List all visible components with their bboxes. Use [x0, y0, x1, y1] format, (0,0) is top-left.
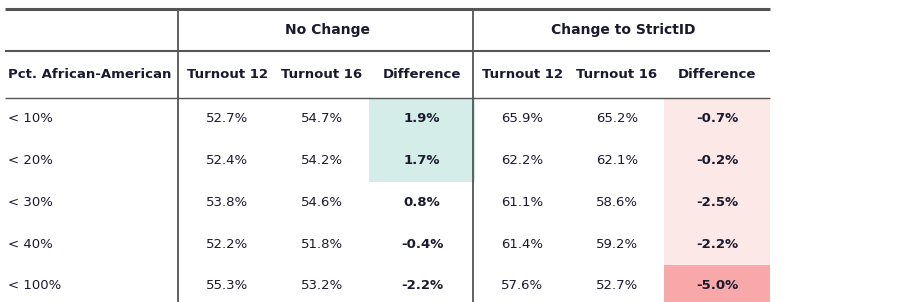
Bar	[664, 140, 770, 182]
Text: < 40%: < 40%	[8, 237, 53, 251]
Text: 61.4%: 61.4%	[501, 237, 544, 251]
Text: 53.2%: 53.2%	[301, 279, 343, 292]
Text: 62.2%: 62.2%	[501, 154, 544, 167]
Text: < 10%: < 10%	[8, 112, 53, 126]
Text: -0.4%: -0.4%	[400, 237, 444, 251]
Text: 54.2%: 54.2%	[301, 154, 343, 167]
Text: 52.7%: 52.7%	[596, 279, 638, 292]
Text: 52.7%: 52.7%	[206, 112, 248, 126]
Text: -2.2%: -2.2%	[401, 279, 443, 292]
Bar	[664, 182, 770, 223]
Text: Difference: Difference	[678, 68, 757, 81]
Bar	[664, 98, 770, 140]
Text: 59.2%: 59.2%	[596, 237, 638, 251]
Text: 1.7%: 1.7%	[404, 154, 440, 167]
Text: 61.1%: 61.1%	[501, 196, 544, 209]
Text: 58.6%: 58.6%	[596, 196, 638, 209]
Text: < 100%: < 100%	[8, 279, 61, 292]
Text: Turnout 12: Turnout 12	[187, 68, 268, 81]
Text: 57.6%: 57.6%	[501, 279, 544, 292]
Text: 52.2%: 52.2%	[206, 237, 248, 251]
Text: 53.8%: 53.8%	[206, 196, 248, 209]
Text: Turnout 12: Turnout 12	[482, 68, 563, 81]
Text: 51.8%: 51.8%	[301, 237, 343, 251]
Text: Change to StrictID: Change to StrictID	[551, 23, 695, 37]
Text: 52.4%: 52.4%	[206, 154, 248, 167]
Bar	[664, 265, 770, 302]
Text: 55.3%: 55.3%	[206, 279, 248, 292]
Text: -2.2%: -2.2%	[697, 237, 738, 251]
Text: Pct. African-American: Pct. African-American	[8, 68, 172, 81]
Text: -0.7%: -0.7%	[697, 112, 738, 126]
Text: Turnout 16: Turnout 16	[576, 68, 658, 81]
Text: 54.6%: 54.6%	[301, 196, 343, 209]
Text: 65.9%: 65.9%	[501, 112, 544, 126]
Text: Turnout 16: Turnout 16	[281, 68, 363, 81]
Text: 65.2%: 65.2%	[596, 112, 638, 126]
Text: 54.7%: 54.7%	[301, 112, 343, 126]
Text: No Change: No Change	[285, 23, 370, 37]
Text: 1.9%: 1.9%	[404, 112, 440, 126]
Text: -0.2%: -0.2%	[697, 154, 738, 167]
Text: -2.5%: -2.5%	[697, 196, 738, 209]
Text: 62.1%: 62.1%	[596, 154, 638, 167]
Text: Difference: Difference	[382, 68, 462, 81]
Text: -5.0%: -5.0%	[697, 279, 738, 292]
Text: < 20%: < 20%	[8, 154, 53, 167]
Text: < 30%: < 30%	[8, 196, 53, 209]
Bar	[369, 140, 475, 182]
Bar	[664, 223, 770, 265]
Text: 0.8%: 0.8%	[404, 196, 440, 209]
Bar	[369, 98, 475, 140]
